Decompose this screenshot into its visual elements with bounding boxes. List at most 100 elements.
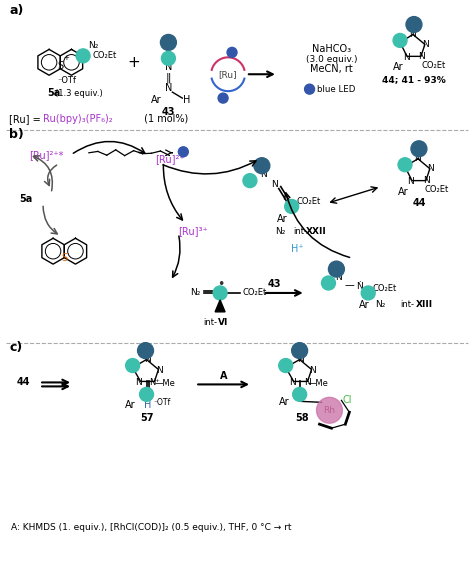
- Text: Ar: Ar: [125, 400, 136, 411]
- Text: —: —: [345, 280, 354, 290]
- Text: CO₂Et: CO₂Et: [425, 185, 449, 194]
- Text: Ar: Ar: [393, 62, 403, 73]
- Text: N: N: [335, 272, 342, 282]
- Circle shape: [243, 174, 257, 188]
- Text: N: N: [408, 177, 414, 186]
- Text: A: KHMDS (1. equiv.), [RhCl(COD)]₂ (0.5 equiv.), THF, 0 °C → rt: A: KHMDS (1. equiv.), [RhCl(COD)]₂ (0.5 …: [11, 523, 292, 532]
- Circle shape: [254, 158, 270, 174]
- Text: 43: 43: [268, 279, 282, 289]
- Circle shape: [162, 51, 175, 65]
- Circle shape: [292, 343, 308, 359]
- Text: ⁻OTf: ⁻OTf: [154, 398, 171, 407]
- Text: int-: int-: [293, 227, 308, 236]
- Circle shape: [361, 286, 375, 300]
- Text: N: N: [289, 378, 296, 387]
- Text: 58: 58: [295, 413, 309, 423]
- Text: (1 mol%): (1 mol%): [141, 114, 188, 124]
- Text: +: +: [64, 55, 69, 61]
- Text: —Me: —Me: [155, 379, 176, 388]
- Text: N: N: [144, 355, 151, 364]
- Circle shape: [178, 147, 188, 157]
- Text: N: N: [410, 30, 416, 39]
- Text: N: N: [165, 83, 172, 93]
- Text: N₂: N₂: [190, 288, 201, 297]
- Text: Cl: Cl: [343, 395, 352, 405]
- Circle shape: [285, 199, 299, 214]
- Text: 43: 43: [162, 107, 175, 117]
- Text: CO₂Et: CO₂Et: [243, 288, 267, 297]
- Text: Ar: Ar: [277, 214, 288, 224]
- Text: [Ru]²⁺*: [Ru]²⁺*: [29, 150, 64, 160]
- Text: VI: VI: [218, 318, 228, 327]
- Circle shape: [406, 17, 422, 33]
- Text: CO₂Et: CO₂Et: [93, 51, 117, 61]
- Text: Ar: Ar: [279, 397, 290, 407]
- Text: 57: 57: [140, 413, 153, 423]
- Text: [Ru]²⁺: [Ru]²⁺: [155, 154, 185, 164]
- Circle shape: [227, 47, 237, 57]
- Text: ‖: ‖: [165, 73, 171, 83]
- Text: b): b): [9, 128, 24, 142]
- Text: N: N: [428, 164, 434, 173]
- Text: [Ru]³⁺: [Ru]³⁺: [178, 226, 208, 236]
- Text: int-: int-: [203, 318, 217, 327]
- Text: [Ru] =: [Ru] =: [9, 114, 44, 124]
- Circle shape: [328, 261, 345, 277]
- Text: CO₂Et: CO₂Et: [296, 197, 321, 206]
- Text: XXII: XXII: [306, 227, 327, 236]
- Text: A: A: [220, 372, 228, 381]
- Text: N: N: [297, 355, 304, 364]
- Text: N: N: [415, 154, 421, 163]
- Circle shape: [317, 397, 342, 423]
- Text: (1.3 equiv.): (1.3 equiv.): [55, 89, 103, 98]
- Text: N⁺: N⁺: [149, 378, 160, 387]
- Circle shape: [76, 49, 90, 63]
- Circle shape: [213, 286, 227, 300]
- Circle shape: [137, 343, 154, 359]
- Text: int-: int-: [400, 300, 414, 309]
- Text: 44; 41 - 93%: 44; 41 - 93%: [382, 75, 446, 84]
- Text: S: S: [57, 61, 64, 71]
- Text: a): a): [9, 4, 24, 17]
- Text: NaHCO₃: NaHCO₃: [312, 45, 351, 54]
- Circle shape: [398, 158, 412, 172]
- Text: Ar: Ar: [151, 95, 162, 105]
- Text: Ar: Ar: [359, 300, 370, 310]
- Text: CO₂Et: CO₂Et: [372, 284, 396, 293]
- Text: = blue LED: = blue LED: [307, 85, 356, 94]
- Circle shape: [321, 276, 336, 290]
- Polygon shape: [215, 300, 225, 312]
- Circle shape: [305, 84, 315, 94]
- Text: Ru(bpy)₃(PF₆)₂: Ru(bpy)₃(PF₆)₂: [43, 114, 113, 124]
- Text: c): c): [9, 341, 23, 354]
- Circle shape: [126, 359, 139, 372]
- Circle shape: [139, 387, 154, 401]
- Text: N₂: N₂: [375, 300, 385, 309]
- Text: N: N: [165, 62, 172, 73]
- Text: 44: 44: [17, 377, 30, 388]
- Circle shape: [161, 34, 176, 50]
- Circle shape: [292, 387, 307, 401]
- Text: (3.0 equiv.): (3.0 equiv.): [306, 55, 357, 64]
- Text: Rh: Rh: [323, 406, 336, 415]
- Text: N: N: [156, 366, 163, 375]
- Text: H: H: [144, 400, 151, 411]
- Text: MeCN, rt: MeCN, rt: [310, 65, 353, 74]
- Text: •: •: [218, 278, 225, 291]
- Text: 44: 44: [412, 199, 426, 208]
- Text: Ṅ: Ṅ: [356, 283, 363, 291]
- Text: N: N: [135, 378, 142, 387]
- Text: XIII: XIII: [416, 300, 433, 309]
- Text: N: N: [272, 180, 278, 189]
- Text: N₂: N₂: [275, 227, 286, 236]
- Text: +: +: [127, 55, 140, 70]
- Text: 5a: 5a: [47, 88, 61, 98]
- Text: S: S: [61, 252, 67, 263]
- Text: N: N: [402, 53, 410, 62]
- Text: ⁻OTf: ⁻OTf: [57, 76, 76, 85]
- Text: [Ru]: [Ru]: [219, 70, 237, 79]
- Text: N: N: [261, 170, 267, 179]
- Circle shape: [218, 93, 228, 103]
- Text: Ar: Ar: [398, 187, 408, 196]
- Text: N: N: [422, 40, 429, 49]
